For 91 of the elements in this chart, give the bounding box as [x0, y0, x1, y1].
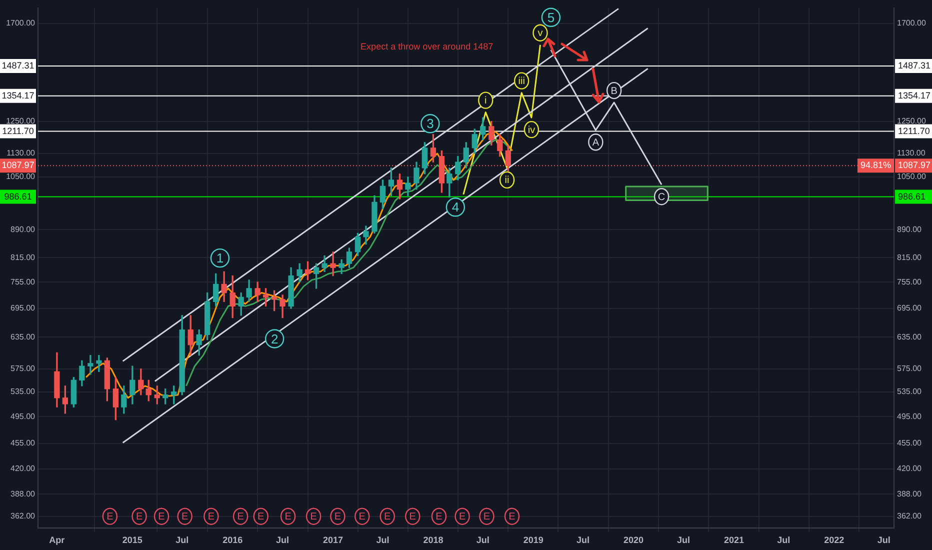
x-tick-label: 2018: [423, 534, 444, 545]
x-tick-label: Jul: [676, 534, 690, 545]
annotation: 2: [270, 331, 278, 346]
x-tick-label: Jul: [576, 534, 590, 545]
text: 986.61: [4, 191, 32, 202]
text: 1130.00: [897, 148, 926, 158]
y-tick-label: 695.00: [10, 304, 36, 313]
annotation: E: [334, 512, 342, 523]
annotation: 4: [452, 200, 460, 215]
text: 815.00: [897, 252, 922, 262]
x-tick-label: 2015: [122, 534, 142, 545]
x-tick-label: 2021: [724, 534, 744, 545]
x-tick-label: Jul: [376, 534, 390, 545]
annotation: E: [458, 512, 466, 523]
annotation: E: [237, 512, 244, 523]
ref-line-label: 1087.97: [2, 160, 34, 170]
data-label: iii: [518, 76, 525, 88]
text: 635.00: [897, 332, 922, 342]
text: 575.00: [897, 364, 922, 374]
x-tick-label: Jul: [877, 534, 890, 545]
annotation: E: [310, 512, 318, 523]
text: 1700.00: [897, 18, 926, 28]
annotation: E: [258, 512, 265, 523]
text: 455.00: [897, 438, 922, 448]
data-label: ii: [504, 175, 510, 186]
y-tick-label: 455.00: [10, 438, 36, 448]
annotation: E: [508, 512, 516, 523]
annotation: 3: [426, 116, 434, 132]
text: 388.00: [897, 489, 922, 498]
text: 535.00: [897, 387, 922, 396]
data-label: iv: [528, 124, 536, 136]
annotation: E: [158, 512, 166, 523]
text: 1087.97: [898, 160, 931, 170]
x-tick-label: 2022: [824, 534, 844, 545]
x-tick-label: Jul: [777, 534, 790, 545]
x-tick-label: 2019: [523, 534, 544, 545]
text: 755.00: [897, 277, 922, 286]
ref-line-label: 1487.31: [2, 60, 34, 70]
annotation: E: [181, 512, 188, 523]
data-label: i: [484, 96, 487, 107]
y-tick-label: 362.00: [10, 512, 36, 521]
data-label: C: [658, 192, 666, 203]
y-tick-label: 1050.00: [6, 172, 36, 182]
text: 890.00: [897, 224, 922, 234]
annotation: E: [358, 512, 366, 523]
y-tick-label: 495.00: [10, 412, 36, 421]
x-tick-label: Jul: [476, 534, 490, 545]
text: 1211.70: [2, 126, 34, 136]
y-tick-label: 1130.00: [6, 148, 36, 158]
x-tick-label: 2020: [624, 534, 644, 545]
x-tick-label: 2016: [222, 534, 243, 545]
text: 1487.31: [898, 60, 931, 70]
ref-line-label: 1354.17: [2, 90, 34, 100]
text: 695.00: [897, 304, 922, 313]
y-tick-label: 575.00: [10, 364, 36, 374]
data-label: B: [610, 86, 618, 97]
x-tick-label: Apr: [49, 534, 66, 545]
annotation: E: [409, 512, 416, 523]
data-label: A: [592, 137, 600, 148]
annotation: 5: [547, 10, 555, 25]
x-tick-label: Jul: [176, 534, 189, 545]
text: 495.00: [897, 412, 922, 421]
annotation: E: [384, 512, 392, 523]
annotation: 94.81%: [860, 160, 891, 170]
ref-line-label: 986.61: [898, 191, 926, 202]
y-tick-label: 755.00: [10, 277, 36, 286]
annotation: E: [436, 512, 443, 523]
annotation: E: [136, 512, 143, 523]
annotation: 1: [216, 250, 224, 266]
x-tick-label: 2017: [323, 534, 344, 545]
y-tick-label: 388.00: [10, 489, 36, 498]
x-tick-label: Jul: [276, 534, 290, 545]
text: 1050.00: [897, 172, 926, 182]
y-tick-label: 420.00: [10, 464, 36, 474]
y-tick-label: 1700.00: [6, 18, 36, 28]
y-tick-label: 815.00: [10, 252, 36, 262]
text: 1250.00: [897, 116, 926, 126]
annotation: E: [208, 512, 215, 523]
annotation: E: [284, 512, 292, 523]
y-tick-label: 890.00: [10, 224, 36, 234]
ref-line-label: 1211.70: [898, 126, 930, 136]
y-tick-label: 635.00: [10, 332, 36, 342]
annotation: E: [483, 512, 490, 523]
text: 420.00: [897, 464, 922, 474]
text: 1354.17: [898, 90, 931, 100]
annotation: Expect a throw over around 1487: [360, 41, 494, 52]
data-label: v: [538, 28, 543, 40]
y-tick-label: 535.00: [10, 387, 36, 396]
y-tick-label: 1250.00: [6, 116, 36, 126]
annotation: E: [106, 512, 114, 523]
text: 362.00: [897, 512, 922, 521]
